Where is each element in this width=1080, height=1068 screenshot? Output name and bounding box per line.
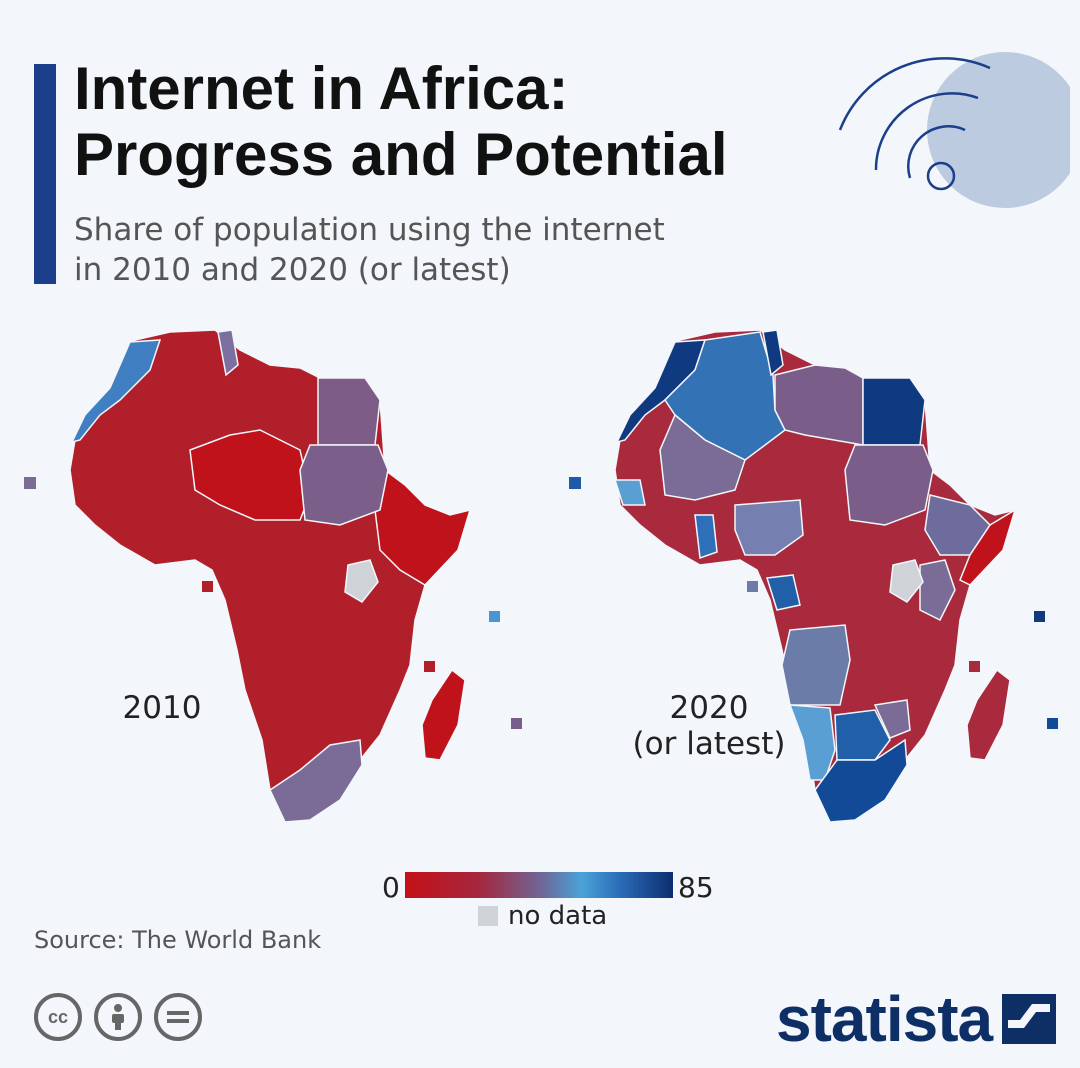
legend-min-label: 0	[382, 871, 400, 904]
region-southern-2010	[269, 739, 363, 823]
map-2020-label: 2020 (or latest)	[624, 690, 794, 762]
statista-mark-icon	[1002, 994, 1057, 1044]
region-mali-2020	[659, 413, 746, 501]
title-line-2: Progress and Potential	[74, 121, 728, 188]
title-line-1: Internet in Africa:	[74, 55, 569, 122]
map-2010	[24, 329, 522, 823]
region-ghana-2020	[694, 514, 718, 560]
cc-icon[interactable]: cc	[34, 993, 82, 1041]
region-uganda-2020	[889, 559, 924, 603]
or-latest-text: (or latest)	[632, 726, 786, 762]
island-saotome-2010	[202, 581, 213, 592]
accent-bar	[34, 64, 56, 284]
region-morocco-2010	[70, 339, 162, 444]
no-derivatives-icon[interactable]	[154, 993, 202, 1041]
region-southafrica-2020	[814, 738, 908, 823]
attribution-icon[interactable]	[94, 993, 142, 1041]
region-egypt-2020	[862, 377, 926, 446]
island-comoros-2010	[424, 661, 435, 672]
region-kenya-2020	[919, 559, 956, 622]
region-gabon-2020	[766, 574, 801, 611]
africa-maps	[24, 329, 1058, 823]
island-mauritius-2010	[511, 718, 522, 729]
island-seychelles-2020	[1034, 611, 1045, 622]
island-capeverde-2020	[569, 477, 581, 489]
region-sudan-2010	[299, 444, 389, 526]
subtitle-line-2: in 2010 and 2020 (or latest)	[74, 252, 511, 288]
island-saotome-2020	[747, 581, 758, 592]
region-nigeria-2020	[734, 499, 804, 556]
madagascar-2020	[966, 668, 1011, 761]
region-senegal-2020	[613, 479, 646, 506]
region-sudan-2020	[844, 444, 934, 526]
page-subtitle: Share of population using the internet i…	[74, 210, 665, 290]
region-egypt-2010	[317, 377, 381, 446]
map-2010-label: 2010	[112, 690, 212, 726]
region-east-horn-2010	[374, 468, 472, 586]
region-zimbabwe-2020	[873, 699, 911, 739]
madagascar-2010	[421, 668, 466, 761]
region-angola-2020	[781, 624, 851, 706]
year-2010-text: 2010	[122, 690, 202, 726]
region-tunisia-2010	[217, 329, 239, 377]
island-mauritius-2020	[1047, 718, 1058, 729]
region-tunisia-2020	[762, 329, 784, 377]
year-2020-text: 2020	[669, 690, 749, 726]
island-seychelles-2010	[489, 611, 500, 622]
region-namibia-2020	[788, 704, 836, 781]
statista-logo[interactable]: statista	[776, 982, 1057, 1056]
license-icons: cc	[34, 993, 202, 1041]
map-2020	[569, 329, 1058, 823]
subtitle-line-1: Share of population using the internet	[74, 212, 665, 248]
brand-wordmark: statista	[776, 983, 993, 1055]
legend-gradient-bar	[405, 872, 673, 898]
wifi-decoration-icon	[838, 52, 1070, 208]
region-botswana-2020	[834, 709, 891, 761]
island-comoros-2020	[969, 661, 980, 672]
page-title: Internet in Africa: Progress and Potenti…	[74, 56, 728, 188]
region-uganda-2010	[344, 559, 379, 603]
no-data-label: no data	[508, 901, 608, 931]
island-capeverde-2010	[24, 477, 36, 489]
region-somalia-2020	[959, 508, 1017, 586]
legend-max-label: 85	[678, 871, 714, 904]
source-text: Source: The World Bank	[34, 926, 322, 954]
no-data-swatch	[478, 906, 498, 926]
